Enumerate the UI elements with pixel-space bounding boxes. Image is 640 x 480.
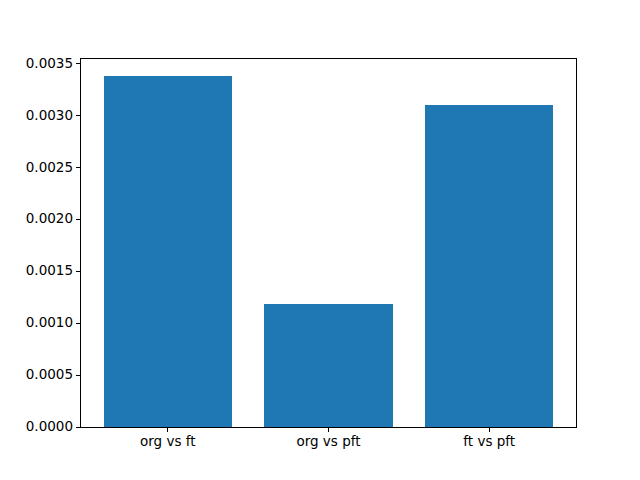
y-tick-mark xyxy=(76,323,80,324)
y-tick-label: 0.0025 xyxy=(26,161,73,175)
x-tick-mark xyxy=(489,428,490,432)
y-tick-mark xyxy=(76,427,80,428)
bar-org-vs-ft xyxy=(104,76,233,427)
x-tick-label: org vs pft xyxy=(296,435,360,449)
x-tick-mark xyxy=(328,428,329,432)
y-tick-label: 0.0035 xyxy=(26,57,73,71)
y-tick-label: 0.0005 xyxy=(26,368,73,382)
y-tick-label: 0.0000 xyxy=(26,420,73,434)
y-tick-mark xyxy=(76,115,80,116)
plot-area: 0.00000.00050.00100.00150.00200.00250.00… xyxy=(80,58,577,428)
y-tick-mark xyxy=(76,375,80,376)
x-tick-label: org vs ft xyxy=(140,435,196,449)
x-tick-mark xyxy=(167,428,168,432)
y-tick-label: 0.0030 xyxy=(26,109,73,123)
y-tick-mark xyxy=(76,271,80,272)
bar-ft-vs-pft xyxy=(425,105,554,427)
y-tick-mark xyxy=(76,219,80,220)
y-tick-mark xyxy=(76,63,80,64)
x-tick-label: ft vs pft xyxy=(463,435,515,449)
y-tick-label: 0.0020 xyxy=(26,213,73,227)
y-tick-mark xyxy=(76,167,80,168)
y-tick-label: 0.0015 xyxy=(26,265,73,279)
bar-org-vs-pft xyxy=(264,304,393,427)
matplotlib-figure: 0.0000 0.0005 0.0010 0.0015 0.0020 0.0025 0.00… xyxy=(0,0,640,480)
y-tick-label: 0.0010 xyxy=(26,316,73,330)
